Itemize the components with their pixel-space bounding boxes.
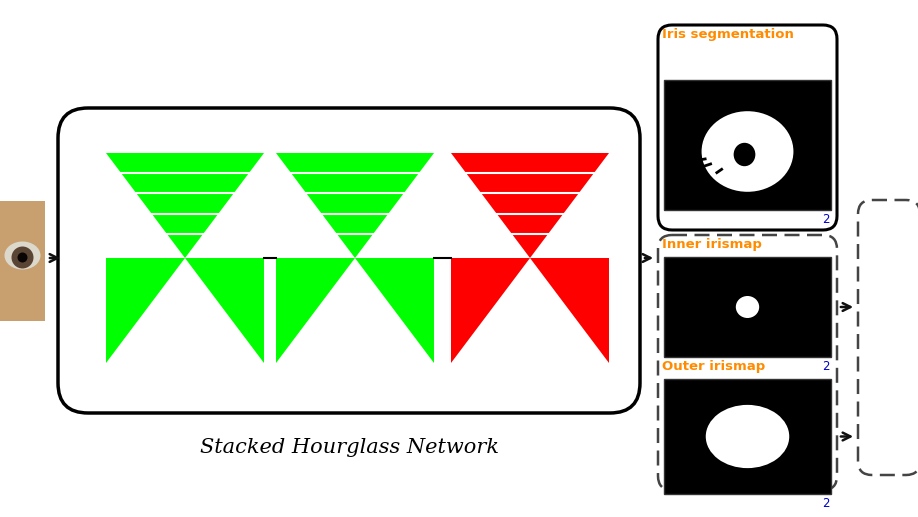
Ellipse shape [706,405,789,468]
Text: Stacked Hourglass Network: Stacked Hourglass Network [199,438,498,457]
Ellipse shape [5,241,40,269]
Text: 2: 2 [823,360,830,373]
FancyBboxPatch shape [858,200,918,475]
FancyBboxPatch shape [658,235,837,490]
Text: Inner irismap: Inner irismap [662,238,762,251]
FancyBboxPatch shape [58,108,640,413]
Polygon shape [276,153,434,258]
Ellipse shape [736,296,759,318]
Ellipse shape [12,247,33,268]
Text: 2: 2 [823,213,830,226]
Polygon shape [106,258,185,363]
Polygon shape [106,153,264,258]
Polygon shape [185,258,264,363]
FancyBboxPatch shape [658,25,837,230]
Ellipse shape [17,252,28,263]
Polygon shape [355,258,434,363]
Polygon shape [451,258,530,363]
FancyBboxPatch shape [664,80,831,210]
Text: Outer irismap: Outer irismap [662,360,766,373]
Polygon shape [276,258,355,363]
FancyBboxPatch shape [0,201,45,321]
Text: 2: 2 [823,497,830,510]
Polygon shape [530,258,609,363]
Ellipse shape [733,143,756,166]
Text: Iris segmentation: Iris segmentation [662,28,794,41]
FancyBboxPatch shape [664,257,831,357]
Polygon shape [451,153,609,258]
Ellipse shape [701,111,793,192]
FancyBboxPatch shape [664,379,831,494]
